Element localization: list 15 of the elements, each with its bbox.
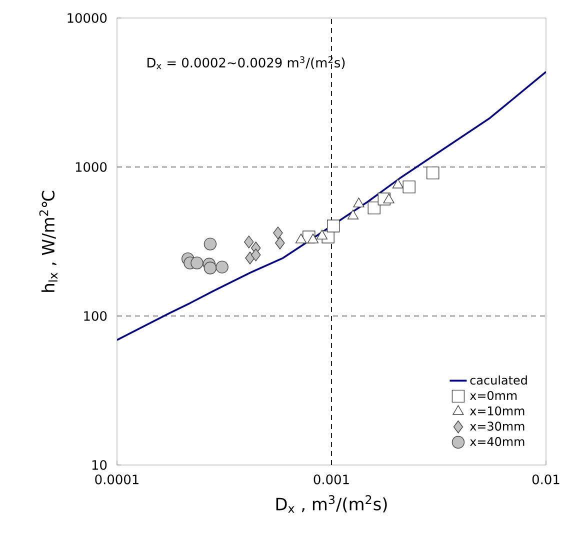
- legend-label: x=40mm: [470, 437, 524, 446]
- annotation: D$_{x}$ = 0.0002∼0.0029 m$^{3}$/(m$^{2}$s): [148, 56, 345, 70]
- legend-label: x=30mm: [470, 422, 524, 431]
- y-tick-label: 10000: [68, 13, 107, 23]
- x-tick-label: 0.001: [314, 474, 349, 484]
- y-tick-label: 1000: [76, 162, 107, 172]
- x-tick-label: 0.0001: [95, 474, 138, 484]
- x-tick-label: 0.01: [532, 474, 560, 484]
- y-tick-label: 10: [92, 460, 107, 470]
- legend-label: caculated: [470, 375, 527, 385]
- y-tick-label: 100: [84, 311, 107, 321]
- x-axis-title: D$_{x}$ , m$^{3}$/(m$^{2}$s): [276, 495, 387, 513]
- legend-label: x=0mm: [470, 390, 517, 400]
- y-axis-title: h$_{lx}$ , W/m$^{2}$℃: [39, 190, 58, 292]
- legend-label: x=10mm: [470, 406, 524, 416]
